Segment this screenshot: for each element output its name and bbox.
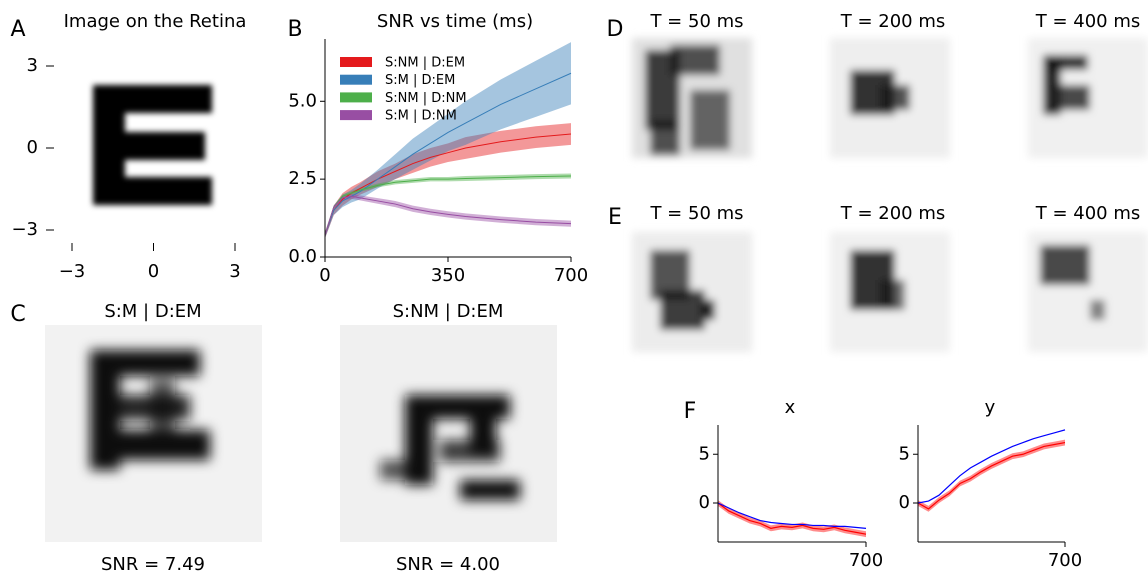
y-tick-label: 2.5 [288, 168, 317, 189]
panel-label: E [608, 205, 622, 230]
legend-swatch [340, 110, 372, 121]
x-tick-label: 700 [849, 550, 883, 571]
retina-image [93, 85, 212, 205]
legend-swatch [340, 74, 372, 85]
error-band [718, 500, 866, 538]
chart-title: x [785, 397, 796, 418]
x-tick-label: 0 [319, 265, 330, 286]
image-caption: SNR = 4.00 [396, 554, 500, 575]
panel-title: Image on the Retina [64, 11, 247, 32]
y-tick-label: 0 [699, 492, 710, 513]
image-title: T = 50 ms [649, 203, 743, 224]
error-band [918, 439, 1065, 512]
reconstruction-image [45, 325, 262, 542]
y-tick-label: −3 [11, 219, 38, 240]
x-tick-label: −3 [59, 261, 86, 282]
legend-label: S:M | D:EM [385, 73, 455, 88]
series-line [324, 133, 572, 236]
panel-label: D [607, 17, 624, 42]
x-tick-label: 0 [148, 261, 159, 282]
x-tick-label: 700 [554, 265, 588, 286]
legend-label: S:M | D:NM [385, 109, 457, 124]
y-tick-label: 0 [899, 492, 910, 513]
series-line [717, 502, 867, 535]
x-tick-label: 700 [1048, 550, 1082, 571]
y-tick-label: 0.0 [288, 246, 317, 267]
image-title: T = 200 ms [840, 203, 946, 224]
series-line [717, 502, 867, 529]
series-line [917, 429, 1066, 504]
series-line [324, 72, 572, 236]
error-band [325, 42, 571, 239]
y-tick-label: 5 [899, 443, 910, 464]
reconstruction-image [340, 325, 557, 542]
series-line [324, 195, 572, 236]
x-tick-label: 3 [229, 261, 240, 282]
series-line [324, 175, 572, 236]
y-tick-label: 0 [27, 137, 38, 158]
image-caption: SNR = 7.49 [101, 554, 205, 575]
error-band [325, 193, 571, 237]
series-line [917, 441, 1066, 510]
image-title: T = 400 ms [1035, 203, 1141, 224]
panel-label: B [287, 17, 302, 42]
image-title: S:M | D:EM [104, 301, 201, 322]
panel-label: F [684, 399, 697, 424]
image-title: T = 50 ms [649, 11, 743, 32]
y-tick-label: 3 [27, 55, 38, 76]
x-tick-label: 350 [431, 265, 465, 286]
legend-label: S:NM | D:NM [385, 91, 467, 106]
panel-label: C [10, 302, 25, 327]
panel-label: A [10, 17, 25, 42]
y-tick-label: 5 [699, 443, 710, 464]
y-tick-label: 5.0 [288, 90, 317, 111]
image-title: T = 400 ms [1035, 11, 1141, 32]
legend-swatch [340, 57, 372, 67]
legend-label: S:NM | D:EM [385, 56, 465, 71]
chart-title: SNR vs time (ms) [377, 11, 533, 32]
sample-images [632, 38, 1148, 352]
chart-title: y [985, 397, 996, 418]
legend-swatch [340, 92, 372, 103]
image-title: T = 200 ms [840, 11, 946, 32]
image-title: S:NM | D:EM [393, 301, 504, 322]
